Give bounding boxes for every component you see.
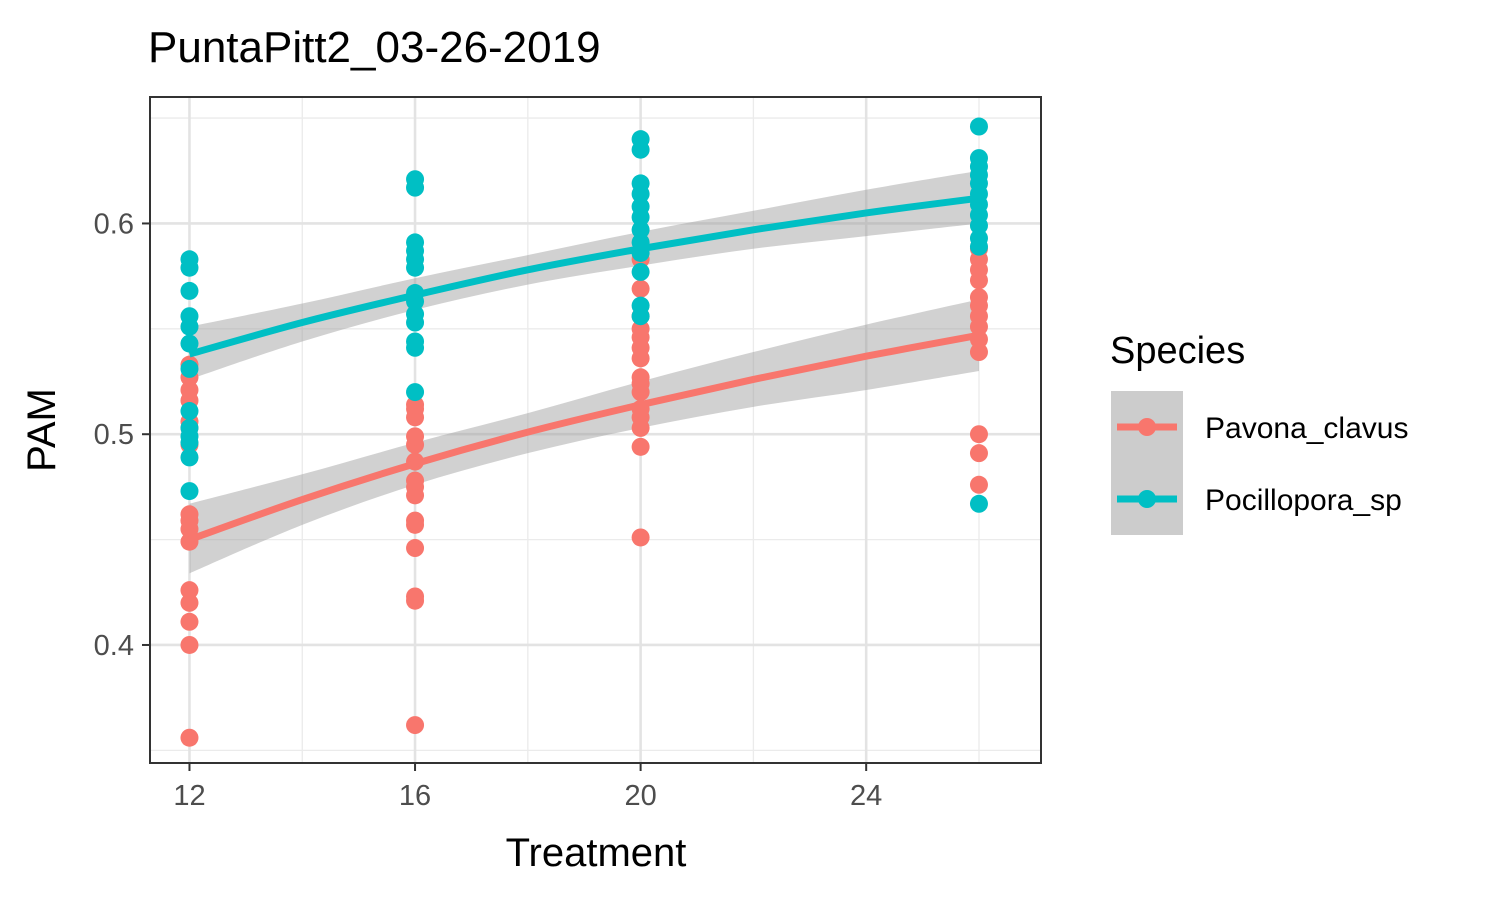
pocillopora-sp-point: [631, 174, 650, 193]
pavona-clavus-point: [180, 581, 199, 600]
panel-border: [149, 96, 1042, 764]
y-axis-title: PAM: [20, 388, 64, 472]
x-tick-label: 16: [399, 780, 431, 812]
pavona-clavus-point: [969, 288, 988, 307]
pocillopora-sp-point: [180, 402, 199, 421]
pocillopora-sp-point: [406, 383, 425, 402]
pavona-clavus-point: [406, 471, 425, 490]
pavona-clavus-legend-point: [1138, 418, 1156, 436]
y-tick-label: 0.4: [94, 630, 134, 662]
pavona-clavus-point: [969, 343, 988, 362]
y-axis: 0.4 0.5 0.6: [94, 208, 150, 662]
pavona-clavus-point: [969, 425, 988, 444]
pocillopora-sp-point: [969, 494, 988, 513]
pocillopora-sp-point: [180, 250, 199, 269]
pocillopora-sp-point: [180, 281, 199, 300]
pocillopora-sp-point: [180, 418, 199, 437]
pavona-clavus-confidence-band: [189, 299, 979, 574]
pavona-clavus-point: [631, 279, 650, 298]
pocillopora-sp-point: [969, 117, 988, 136]
x-axis-title: Treatment: [506, 831, 687, 875]
y-tick-label: 0.5: [94, 419, 134, 451]
pocillopora-sp-point: [406, 305, 425, 324]
pocillopora-sp-point: [180, 359, 199, 378]
pocillopora-sp-point: [969, 149, 988, 168]
plot-panel: [149, 96, 1042, 764]
pavona-clavus-point: [406, 395, 425, 414]
pavona-clavus-point: [406, 539, 425, 558]
pavona-clavus-point: [406, 427, 425, 446]
pocillopora-sp-point: [631, 296, 650, 315]
pocillopora-sp-point: [180, 482, 199, 501]
legend-title: Species: [1110, 330, 1245, 372]
x-axis: 12 16 20 24: [173, 763, 882, 812]
x-tick-label: 24: [850, 780, 882, 812]
x-tick-label: 12: [173, 780, 205, 812]
pocillopora-sp-point: [406, 170, 425, 189]
pavona-clavus-point: [180, 612, 199, 631]
pocillopora-sp-point: [631, 130, 650, 149]
pavona-clavus-point: [631, 368, 650, 387]
pocillopora-sp-point: [180, 307, 199, 326]
pavona-clavus-point: [180, 635, 199, 654]
pavona-clavus-point: [180, 593, 199, 612]
pocillopora-sp-point: [180, 448, 199, 467]
pocillopora-sp-point: [631, 197, 650, 216]
pocillopora-sp-point: [406, 332, 425, 351]
pocillopora-sp-point: [631, 262, 650, 281]
pocillopora-sp-point: [969, 229, 988, 248]
pavona-clavus-point: [631, 319, 650, 338]
pocillopora-sp-legend-label: Pocillopora_sp: [1205, 484, 1402, 517]
pavona-clavus-point: [631, 437, 650, 456]
pocillopora-sp-legend-point: [1138, 490, 1156, 508]
pavona-clavus-point: [180, 505, 199, 524]
pavona-clavus-point: [180, 728, 199, 747]
pavona-clavus-point: [631, 528, 650, 547]
pocillopora-sp-fit-line: [188, 194, 980, 358]
fit-lines: [188, 194, 980, 543]
pocillopora-sp-point: [631, 220, 650, 239]
pocillopora-sp-point: [180, 334, 199, 353]
pocillopora-sp-point: [406, 233, 425, 252]
pavona-clavus-fit-line: [188, 331, 980, 543]
pavona-clavus-point: [969, 475, 988, 494]
chart-title: PuntaPitt2_03-26-2019: [148, 23, 601, 72]
y-tick-label: 0.6: [94, 208, 134, 240]
legend: Species Pavona_clavus Pocillopora_sp: [1110, 330, 1408, 535]
pavona-clavus-point: [406, 716, 425, 735]
data-points: [180, 117, 988, 747]
pavona-clavus-legend-label: Pavona_clavus: [1205, 412, 1408, 445]
pavona-clavus-point: [406, 511, 425, 530]
pavona-clavus-point: [969, 444, 988, 463]
pavona-clavus-point: [180, 380, 199, 399]
pavona-clavus-point: [406, 587, 425, 606]
x-tick-label: 20: [624, 780, 656, 812]
